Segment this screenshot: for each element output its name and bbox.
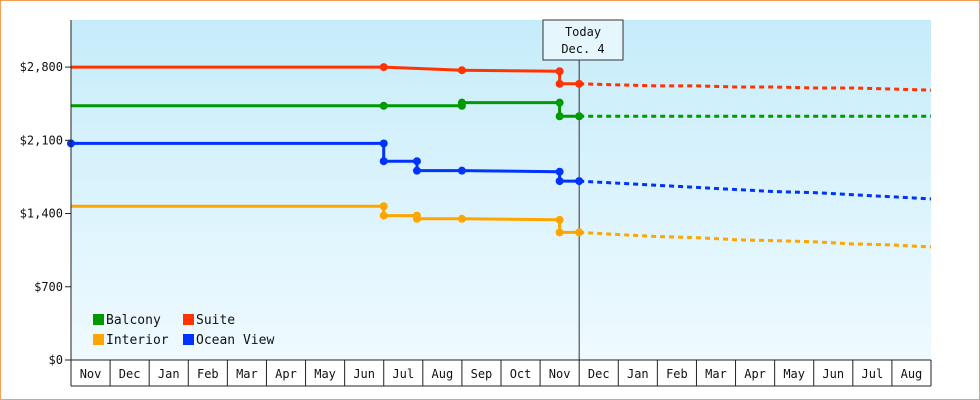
x-month-label: Jan xyxy=(158,367,180,381)
x-month-label: Apr xyxy=(744,367,766,381)
legend-label-balcony: Balcony xyxy=(106,313,161,328)
data-point-ocean-view xyxy=(457,166,466,175)
x-month-label: Jan xyxy=(627,367,649,381)
data-point-ocean-view xyxy=(412,157,421,166)
data-point-interior xyxy=(555,215,564,224)
x-month-label: May xyxy=(783,367,805,381)
legend-swatch-ocean-view xyxy=(183,334,194,345)
x-month-label: Dec xyxy=(588,367,610,381)
x-month-label: Nov xyxy=(549,367,571,381)
x-month-label: Mar xyxy=(705,367,727,381)
legend-label-ocean-view: Ocean View xyxy=(196,333,274,348)
data-point-suite xyxy=(575,79,584,88)
data-point-suite xyxy=(555,67,564,76)
data-point-balcony xyxy=(555,98,564,107)
x-month-label: Jul xyxy=(862,367,884,381)
legend-swatch-interior xyxy=(93,334,104,345)
y-tick-label: $0 xyxy=(49,353,63,367)
data-point-balcony xyxy=(555,112,564,121)
data-point-ocean-view xyxy=(575,177,584,186)
legend-swatch-balcony xyxy=(93,314,104,325)
x-month-label: Aug xyxy=(901,367,923,381)
legend-label-interior: Interior xyxy=(106,333,169,348)
data-point-balcony xyxy=(379,101,388,110)
x-month-label: Nov xyxy=(80,367,102,381)
x-month-label: Jun xyxy=(822,367,844,381)
today-date-label: Dec. 4 xyxy=(561,42,604,56)
data-point-suite xyxy=(555,79,564,88)
y-tick-label: $2,800 xyxy=(20,60,63,74)
x-month-label: Dec xyxy=(119,367,141,381)
data-point-interior xyxy=(379,202,388,211)
x-month-label: Feb xyxy=(197,367,219,381)
x-month-label: Sep xyxy=(471,367,493,381)
series-forecast-ocean-view xyxy=(579,179,932,201)
data-point-interior xyxy=(555,228,564,237)
x-month-label: Oct xyxy=(510,367,532,381)
data-point-interior xyxy=(457,214,466,223)
x-month-label: Feb xyxy=(666,367,688,381)
plot-area xyxy=(71,20,931,360)
y-tick-label: $2,100 xyxy=(20,133,63,147)
x-month-label: May xyxy=(314,367,336,381)
today-label: Today xyxy=(565,25,601,39)
data-point-suite xyxy=(457,66,466,75)
data-point-interior xyxy=(412,214,421,223)
legend-label-suite: Suite xyxy=(196,313,235,328)
data-point-ocean-view xyxy=(379,139,388,148)
legend-swatch-suite xyxy=(183,314,194,325)
data-point-interior xyxy=(379,211,388,220)
x-month-label: Mar xyxy=(236,367,258,381)
today-box xyxy=(542,19,624,61)
data-point-ocean-view xyxy=(555,167,564,176)
data-point-balcony xyxy=(575,112,584,121)
y-tick-label: $700 xyxy=(34,280,63,294)
data-point-interior xyxy=(575,228,584,237)
data-point-ocean-view xyxy=(555,177,564,186)
series-forecast-interior xyxy=(579,230,932,249)
x-month-label: Apr xyxy=(275,367,297,381)
data-point-ocean-view xyxy=(379,157,388,166)
x-month-label: Jun xyxy=(353,367,375,381)
y-tick-label: $1,400 xyxy=(20,207,63,221)
x-month-label: Aug xyxy=(432,367,454,381)
data-point-ocean-view xyxy=(412,166,421,175)
series-forecast-suite xyxy=(579,82,932,92)
data-point-suite xyxy=(379,63,388,72)
x-month-label: Jul xyxy=(392,367,414,381)
data-point-balcony xyxy=(457,98,466,107)
